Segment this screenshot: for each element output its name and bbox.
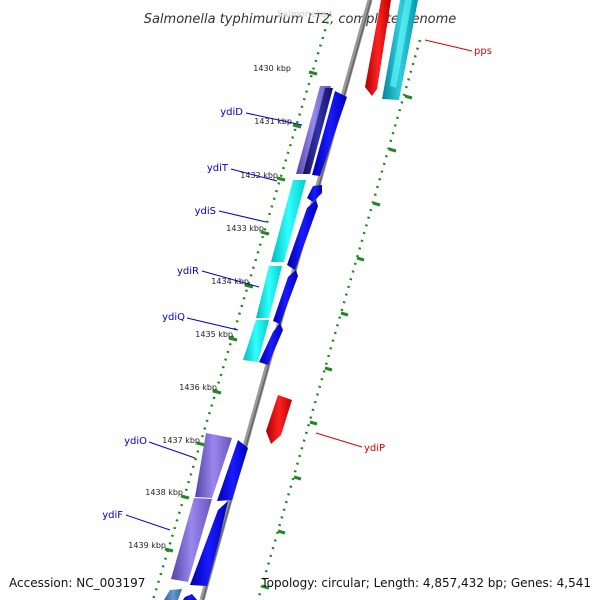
ydiQ-cog-block (243, 320, 269, 362)
gene-label-ydiF: ydiF (102, 510, 123, 521)
outer-ruler-dots (256, 39, 422, 600)
ydiD-cds-arrow (312, 91, 347, 176)
leader-line (424, 39, 473, 52)
leader-line (245, 112, 303, 126)
ydiT-cds-arrow (307, 185, 322, 202)
gene-label-ydiR: ydiR (177, 266, 199, 277)
ydiD-cog-dark (303, 88, 333, 174)
tick-label: 1432 kbp (240, 171, 278, 180)
ydiO-cog-block (195, 433, 232, 498)
partial-label-text: Salmonella t (277, 10, 334, 20)
gene-labels: ydiD ydiT ydiS ydiR ydiQ ydiO ydiF pps y… (102, 46, 492, 521)
tick-mark (404, 94, 413, 100)
genome-info-text: Topology: circular; Length: 4,857,432 bp… (260, 576, 591, 590)
tick-mark (340, 311, 349, 317)
tick-mark (372, 201, 381, 207)
ydiQ-cds-arrow (259, 323, 283, 365)
leader-line (230, 168, 278, 182)
tick-mark (244, 283, 254, 289)
ydiO-cds-arrow (217, 440, 248, 501)
tick-labels: 1430 kbp 1431 kbp 1432 kbp 1433 kbp 1434… (128, 64, 292, 550)
tick-label: 1435 kbp (195, 330, 233, 339)
tick-label: 1436 kbp (179, 383, 217, 392)
inner-ruler-dots (151, 13, 332, 600)
tick-mark (324, 366, 333, 372)
tick-mark (164, 547, 174, 553)
gene-label-ydiS: ydiS (195, 206, 216, 217)
next-cog-block (164, 589, 182, 600)
gene-label-pps: pps (474, 46, 492, 57)
tick-label: 1431 kbp (254, 117, 292, 126)
accession-text: Accession: NC_003197 (9, 576, 145, 590)
leader-line (148, 441, 196, 459)
ydiS-cds-arrow (287, 200, 318, 270)
next-cds-arrow (183, 594, 197, 600)
tick-label: 1433 kbp (226, 224, 264, 233)
tick-mark (308, 70, 318, 76)
ydiR-cds-arrow (273, 270, 298, 324)
tick-mark (293, 475, 302, 481)
tick-mark (180, 494, 190, 500)
tick-mark (356, 256, 365, 262)
gene-label-ydiP: ydiP (364, 443, 385, 454)
tick-mark (292, 123, 302, 129)
leader-line (201, 270, 260, 288)
tick-mark (309, 420, 318, 426)
tick-label: 1438 kbp (145, 488, 183, 497)
tick-mark (228, 336, 238, 342)
leader-line (186, 317, 239, 331)
ydiR-cog-block (256, 266, 282, 318)
leader-line (218, 210, 267, 223)
tick-mark (277, 529, 286, 535)
tick-mark (276, 176, 286, 182)
gene-label-ydiQ: ydiQ (162, 312, 185, 323)
tick-mark (196, 441, 206, 447)
ydiS-cog-block (271, 180, 306, 262)
right-major-ticks (261, 94, 413, 590)
tick-label: 1437 kbp (162, 436, 200, 445)
pps-cog-highlight (390, 0, 412, 88)
tick-label: 1434 kbp (211, 277, 249, 286)
ydiF-cds-arrow (190, 501, 228, 586)
tick-mark (388, 147, 397, 153)
leader-line (315, 432, 363, 448)
tick-label: 1430 kbp (253, 64, 291, 73)
leader-line (125, 514, 171, 531)
gene-label-ydiO: ydiO (124, 436, 147, 447)
label-leaders (125, 39, 473, 531)
tick-mark (212, 389, 222, 395)
tick-label: 1439 kbp (128, 541, 166, 550)
gene-label-ydiD: ydiD (220, 107, 243, 118)
tick-mark (261, 584, 270, 590)
left-major-ticks (164, 70, 318, 553)
pps-cds-arrow (365, 0, 391, 96)
ydiP-cds-arrow (266, 395, 292, 444)
ydiF-cog-block (171, 498, 212, 582)
tick-mark (260, 230, 270, 236)
gene-label-ydiT: ydiT (207, 163, 229, 174)
